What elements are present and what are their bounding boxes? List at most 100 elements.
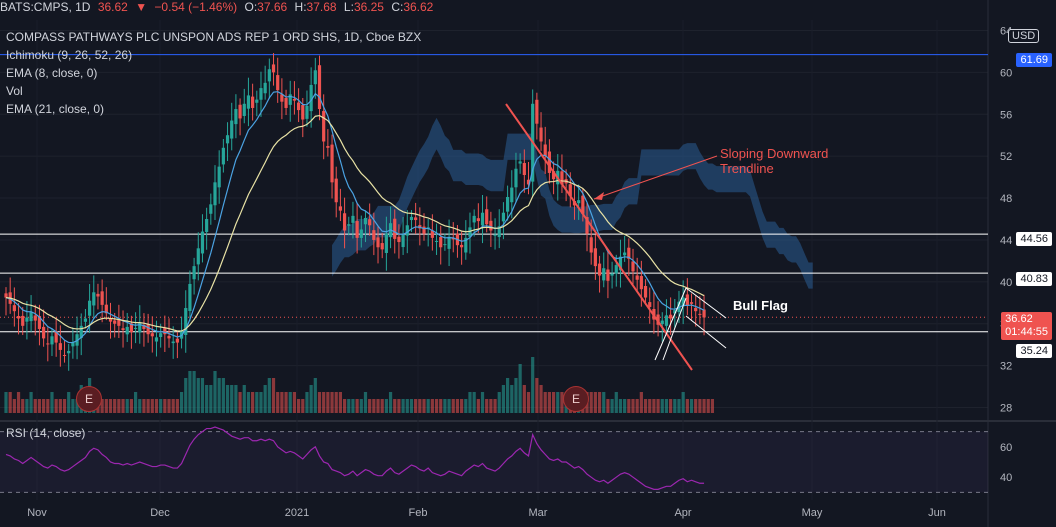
candle-body bbox=[393, 218, 397, 239]
volume-bar bbox=[50, 392, 54, 413]
flag-pole bbox=[662, 297, 687, 361]
currency-badge[interactable]: USD bbox=[1008, 29, 1040, 43]
volume-bar bbox=[322, 392, 326, 413]
x-tick-label: 2021 bbox=[285, 507, 309, 519]
candle-body bbox=[526, 179, 531, 185]
volume-bar bbox=[221, 378, 225, 413]
flag-top bbox=[685, 287, 727, 319]
volume-bar bbox=[297, 399, 301, 413]
rsi-legend[interactable]: RSI (14, close) bbox=[6, 426, 86, 440]
volume-bar bbox=[347, 399, 351, 413]
volume-bar bbox=[33, 399, 37, 413]
candle-body bbox=[88, 300, 92, 316]
volume-bar bbox=[217, 378, 221, 413]
countdown-timer: 01:44:55 bbox=[1005, 326, 1048, 338]
volume-bar bbox=[255, 392, 259, 413]
x-tick-label: Jun bbox=[928, 507, 946, 519]
volume-bar bbox=[192, 371, 196, 413]
candle-body bbox=[159, 333, 163, 337]
candle-body bbox=[401, 234, 405, 248]
volume-bar bbox=[472, 392, 476, 413]
candle-body bbox=[42, 326, 46, 339]
volume-bar bbox=[439, 399, 443, 413]
candle-body bbox=[610, 273, 614, 276]
volume-bar bbox=[551, 392, 556, 413]
legend-ema8[interactable]: EMA (8, close, 0) bbox=[6, 66, 98, 80]
candle-body bbox=[309, 84, 313, 112]
candle-body bbox=[673, 310, 677, 314]
price-change: −0.54 (−1.46%) bbox=[154, 0, 238, 14]
candle-body bbox=[439, 236, 443, 248]
volume-bar bbox=[317, 392, 322, 413]
candle-body bbox=[497, 226, 501, 238]
volume-bar bbox=[171, 399, 175, 413]
chart-title: COMPASS PATHWAYS PLC UNSPON ADS REP 1 OR… bbox=[6, 30, 422, 44]
candle-body bbox=[4, 293, 8, 298]
y-tick-label: 28 bbox=[1000, 403, 1012, 415]
volume-bar bbox=[610, 399, 614, 413]
open-value: 37.66 bbox=[257, 0, 288, 14]
candle-body bbox=[468, 227, 472, 237]
candle-body bbox=[518, 161, 522, 164]
candle-body bbox=[685, 294, 689, 306]
volume-bar bbox=[589, 392, 593, 413]
candle-body bbox=[33, 315, 37, 321]
flag-pole bbox=[654, 287, 687, 361]
candle-body bbox=[200, 231, 205, 254]
y-tick-label: 44 bbox=[1000, 235, 1012, 247]
symbol-label[interactable]: BATS:CMPS, 1D bbox=[0, 0, 91, 14]
legend-ema21[interactable]: EMA (21, close, 0) bbox=[6, 102, 105, 116]
candle-body bbox=[292, 98, 297, 101]
volume-bar bbox=[681, 392, 685, 413]
volume-bar bbox=[372, 399, 376, 413]
earnings-badge-1[interactable]: E bbox=[76, 386, 102, 412]
volume-bar bbox=[54, 399, 58, 413]
legend-ichimoku[interactable]: Ichimoku (9, 26, 52, 26) bbox=[6, 48, 133, 62]
volume-bar bbox=[251, 392, 255, 413]
volume-bar bbox=[660, 399, 664, 413]
candle-body bbox=[154, 337, 159, 342]
candle-body bbox=[280, 94, 284, 102]
volume-bar bbox=[556, 392, 560, 413]
candle-body bbox=[100, 291, 104, 305]
volume-bar bbox=[531, 357, 535, 413]
volume-bar bbox=[597, 392, 602, 413]
last-price-tag-value: 36.62 bbox=[1005, 313, 1033, 325]
candle-body bbox=[234, 109, 238, 125]
candle-body bbox=[639, 276, 643, 290]
volume-bar bbox=[338, 392, 342, 413]
candle-body bbox=[689, 302, 694, 304]
candle-body bbox=[460, 244, 464, 248]
earnings-badge-2[interactable]: E bbox=[563, 386, 589, 412]
volume-bar bbox=[21, 399, 25, 413]
candle-body bbox=[351, 215, 355, 223]
volume-bar bbox=[514, 378, 518, 413]
candle-body bbox=[37, 316, 42, 329]
volume-bar bbox=[175, 399, 179, 413]
legend-vol[interactable]: Vol bbox=[6, 84, 23, 98]
volume-bar bbox=[292, 392, 297, 413]
volume-bar bbox=[167, 399, 171, 413]
rsi-tick-label: 40 bbox=[1000, 472, 1012, 484]
candle-body bbox=[326, 146, 330, 148]
volume-bar bbox=[430, 399, 434, 413]
flag-bottom bbox=[685, 315, 727, 349]
volume-bar bbox=[418, 399, 422, 413]
candle-body bbox=[71, 342, 75, 347]
candle-body bbox=[539, 127, 543, 142]
volume-bar bbox=[58, 399, 62, 413]
low-label: L: bbox=[343, 0, 354, 14]
candle-body bbox=[175, 338, 179, 343]
candle-body bbox=[434, 240, 439, 242]
candle-body bbox=[593, 248, 597, 267]
candle-body bbox=[188, 283, 192, 311]
volume-bar bbox=[639, 392, 643, 413]
candle-body bbox=[602, 268, 606, 281]
candle-body bbox=[276, 75, 280, 91]
candle-body bbox=[489, 220, 493, 231]
volume-bar bbox=[443, 399, 447, 413]
candle-body bbox=[342, 213, 347, 231]
y-tick-label: 40 bbox=[1000, 277, 1012, 289]
volume-bar bbox=[689, 399, 694, 413]
